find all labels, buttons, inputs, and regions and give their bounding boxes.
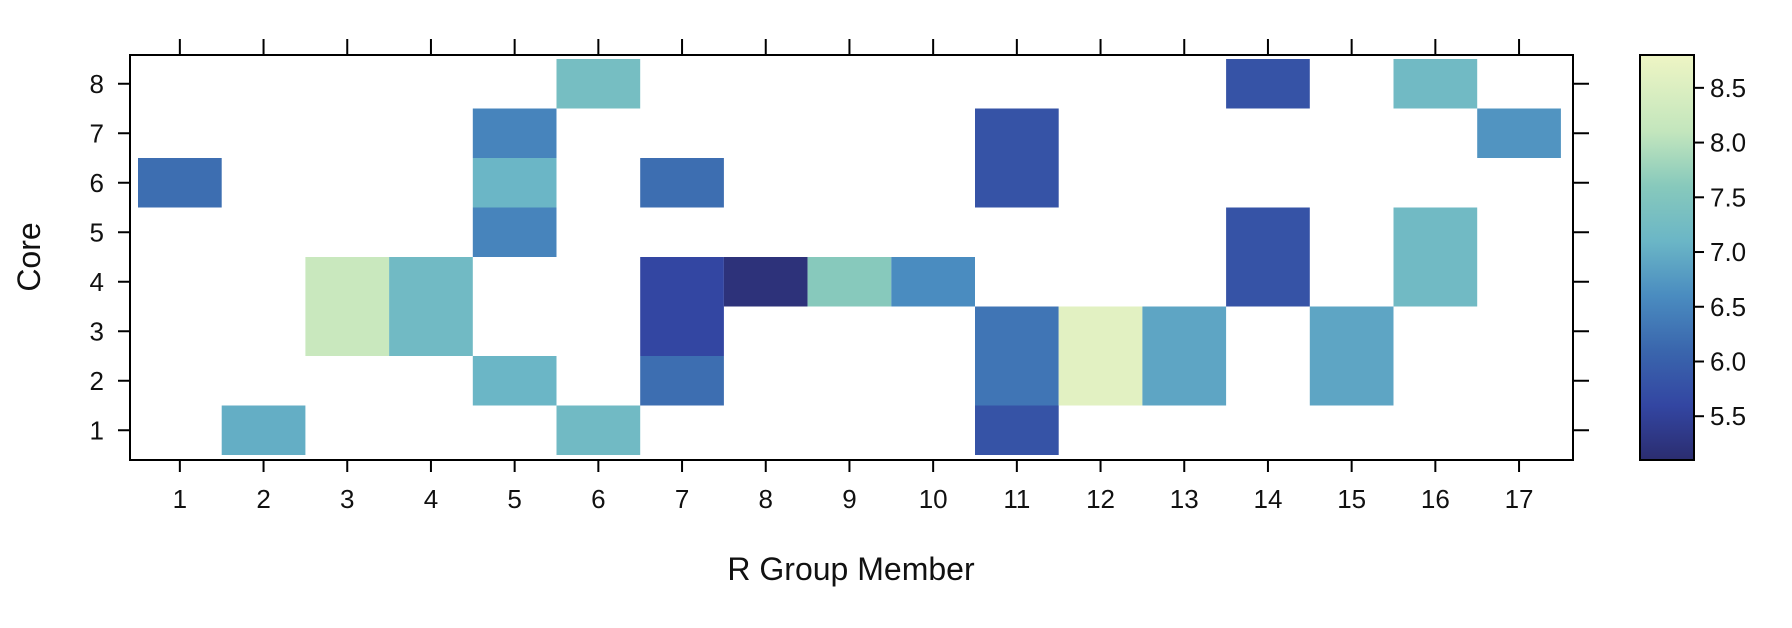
heatmap-cell bbox=[1393, 207, 1478, 257]
heatmap-cell bbox=[1393, 257, 1478, 307]
heatmap-cell bbox=[556, 405, 641, 455]
heatmap-cell bbox=[891, 257, 975, 307]
colorbar-tick-label: 7.0 bbox=[1710, 237, 1746, 267]
x-tick-label: 17 bbox=[1505, 484, 1534, 514]
heatmap-cell bbox=[640, 158, 724, 208]
heatmap-cell bbox=[305, 306, 390, 356]
x-tick-label: 1 bbox=[173, 484, 187, 514]
heatmap-cell bbox=[975, 405, 1059, 455]
x-tick-label: 3 bbox=[340, 484, 354, 514]
y-axis: 1 2 3 4 5 6 7 8 bbox=[90, 69, 1589, 445]
x-tick-label: 6 bbox=[591, 484, 605, 514]
heatmap-cell bbox=[975, 108, 1059, 158]
heatmap-cell bbox=[472, 108, 557, 158]
x-tick-label: 12 bbox=[1086, 484, 1115, 514]
x-tick-label: 8 bbox=[759, 484, 773, 514]
x-axis: 1 2 3 4 5 6 7 8 9 10 11 12 13 14 15 16 17 bbox=[173, 39, 1534, 514]
y-tick-label: 5 bbox=[90, 217, 104, 247]
heatmap-cell bbox=[472, 158, 557, 208]
x-tick-label: 7 bbox=[675, 484, 689, 514]
y-tick-label: 8 bbox=[90, 69, 104, 99]
colorbar-tick-label: 8.5 bbox=[1710, 73, 1746, 103]
heatmap-cell bbox=[556, 59, 641, 109]
colorbar-tick-label: 7.5 bbox=[1710, 182, 1746, 212]
heatmap-cell bbox=[472, 356, 557, 406]
heatmap-cell bbox=[723, 257, 808, 307]
y-tick-label: 7 bbox=[90, 118, 104, 148]
heatmap-cell bbox=[975, 306, 1059, 356]
heatmap-cell bbox=[1309, 306, 1394, 356]
x-tick-label: 10 bbox=[919, 484, 948, 514]
x-tick-label: 4 bbox=[424, 484, 438, 514]
heatmap-cell bbox=[1058, 356, 1143, 406]
x-tick-label: 14 bbox=[1253, 484, 1282, 514]
y-tick-label: 2 bbox=[90, 366, 104, 396]
heatmap-cell bbox=[389, 257, 473, 307]
heatmap-cells bbox=[138, 59, 1561, 455]
y-tick-label: 3 bbox=[90, 316, 104, 346]
x-tick-label: 2 bbox=[256, 484, 270, 514]
heatmap-cell bbox=[1142, 356, 1227, 406]
heatmap-cell bbox=[138, 158, 222, 208]
x-tick-label: 9 bbox=[842, 484, 856, 514]
heatmap-cell bbox=[807, 257, 892, 307]
heatmap-cell bbox=[1393, 59, 1478, 109]
heatmap-cell bbox=[389, 306, 473, 356]
x-tick-label: 5 bbox=[507, 484, 521, 514]
y-tick-label: 4 bbox=[90, 267, 104, 297]
heatmap-cell bbox=[1142, 306, 1227, 356]
heatmap-cell bbox=[1226, 207, 1310, 257]
colorbar: 5.5 6.0 6.5 7.0 7.5 8.0 8.5 bbox=[1639, 54, 1746, 461]
colorbar-tick-label: 5.5 bbox=[1710, 401, 1746, 431]
heatmap-cell bbox=[1309, 356, 1394, 406]
colorbar-tick-label: 6.5 bbox=[1710, 292, 1746, 322]
heatmap-cell bbox=[221, 405, 306, 455]
colorbar-tick-label: 8.0 bbox=[1710, 128, 1746, 158]
heatmap-cell bbox=[472, 207, 557, 257]
plot-frame bbox=[129, 54, 1574, 461]
heatmap-cell bbox=[640, 306, 724, 356]
heatmap-cell bbox=[640, 356, 724, 406]
heatmap-cell bbox=[1226, 59, 1310, 109]
colorbar-gradient bbox=[1639, 54, 1695, 461]
heatmap-cell bbox=[640, 257, 724, 307]
x-tick-label: 11 bbox=[1003, 484, 1030, 514]
heatmap-cell bbox=[975, 356, 1059, 406]
y-tick-label: 1 bbox=[90, 415, 104, 445]
x-axis-title: R Group Member bbox=[727, 551, 975, 587]
x-tick-label: 13 bbox=[1170, 484, 1199, 514]
x-tick-label: 15 bbox=[1337, 484, 1366, 514]
x-tick-label: 16 bbox=[1421, 484, 1450, 514]
heatmap-cell bbox=[1058, 306, 1143, 356]
heatmap-cell bbox=[1226, 257, 1310, 307]
heatmap-cell bbox=[1477, 108, 1561, 158]
y-tick-label: 6 bbox=[90, 168, 104, 198]
heatmap-cell bbox=[975, 158, 1059, 208]
colorbar-tick-label: 6.0 bbox=[1710, 346, 1746, 376]
y-axis-title: Core bbox=[11, 222, 47, 291]
heatmap-cell bbox=[305, 257, 390, 307]
